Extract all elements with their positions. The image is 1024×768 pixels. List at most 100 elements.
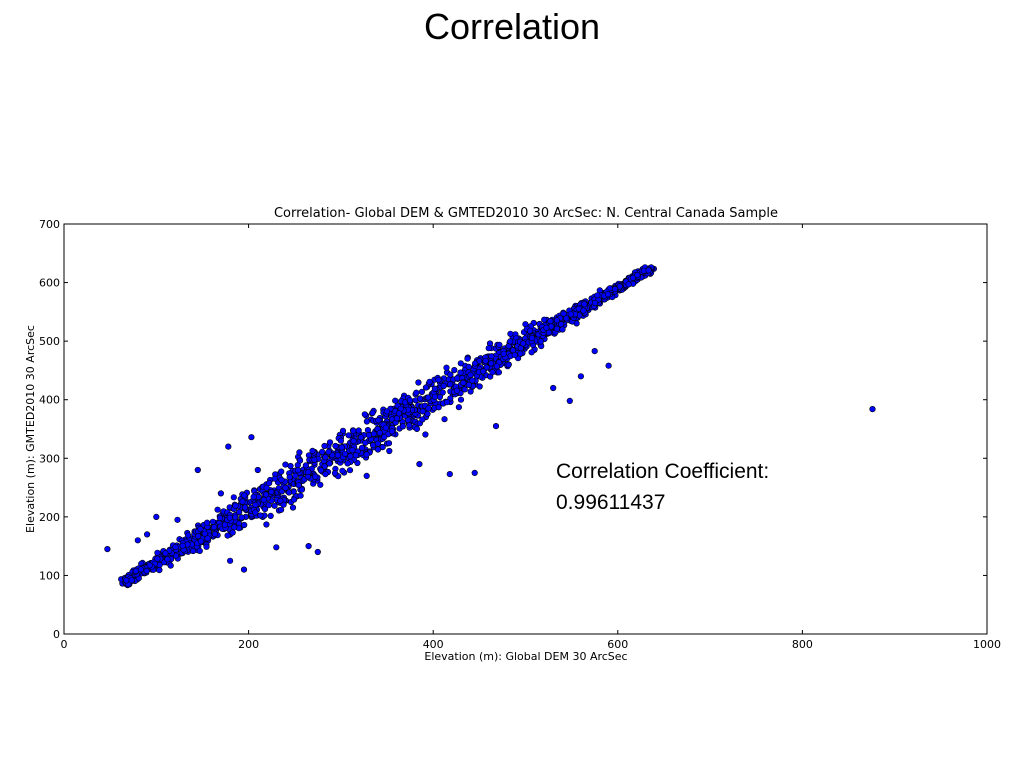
scatter-point bbox=[350, 427, 357, 434]
scatter-point bbox=[363, 472, 370, 480]
scatter-point bbox=[271, 502, 278, 509]
scatter-point bbox=[577, 373, 585, 380]
scatter-point bbox=[268, 488, 275, 496]
correlation-value: 0.99611437 bbox=[556, 491, 666, 514]
scatter-point bbox=[153, 513, 160, 521]
scatter-point bbox=[311, 456, 318, 463]
scatter-point bbox=[471, 469, 478, 477]
scatter-point bbox=[418, 388, 426, 395]
scatter-point bbox=[321, 442, 328, 450]
scatter-point bbox=[232, 514, 239, 521]
y-tick-label: 500 bbox=[39, 335, 60, 348]
scatter-point bbox=[480, 368, 487, 375]
scatter-point bbox=[217, 490, 224, 497]
scatter-point bbox=[457, 360, 464, 367]
scatter-point bbox=[128, 577, 135, 584]
scatter-point bbox=[204, 519, 211, 526]
scatter-point bbox=[488, 360, 495, 367]
x-tick-label: 800 bbox=[792, 638, 813, 651]
scatter-point bbox=[296, 457, 304, 464]
scatter-point bbox=[457, 369, 464, 376]
scatter-point bbox=[174, 516, 181, 523]
scatter-point bbox=[465, 363, 472, 370]
scatter-point bbox=[591, 299, 599, 307]
y-tick-label: 300 bbox=[39, 452, 60, 465]
scatter-point bbox=[416, 395, 424, 402]
scatter-point bbox=[154, 555, 161, 562]
scatter-point bbox=[263, 484, 270, 491]
scatter-point bbox=[446, 471, 453, 478]
scatter-point bbox=[431, 393, 439, 400]
scatter-point bbox=[467, 371, 474, 379]
scatter-point bbox=[454, 375, 461, 382]
scatter-point bbox=[185, 532, 192, 539]
scatter-point bbox=[224, 532, 231, 539]
scatter-point bbox=[322, 471, 329, 478]
scatter-point bbox=[528, 334, 536, 342]
scatter-point bbox=[190, 547, 197, 555]
scatter-point bbox=[537, 338, 544, 345]
scatter-point bbox=[263, 521, 270, 528]
scatter-point bbox=[209, 518, 216, 525]
scatter-point bbox=[441, 416, 448, 423]
scatter-point bbox=[422, 431, 429, 438]
y-tick-label: 400 bbox=[39, 394, 60, 407]
scatter-point bbox=[309, 447, 316, 454]
x-tick-label: 200 bbox=[238, 638, 259, 651]
scatter-point bbox=[241, 492, 248, 499]
scatter-point bbox=[489, 369, 496, 376]
scatter-point bbox=[146, 562, 153, 569]
scatter-point bbox=[240, 566, 248, 573]
scatter-point bbox=[167, 562, 174, 569]
slide-title: Correlation bbox=[423, 6, 601, 47]
scatter-point bbox=[225, 443, 232, 450]
scatter-point bbox=[350, 438, 357, 445]
scatter-point bbox=[464, 355, 471, 362]
scatter-point bbox=[298, 486, 306, 493]
scatter-point bbox=[349, 447, 356, 454]
scatter-point bbox=[252, 501, 259, 509]
scatter-point bbox=[482, 357, 489, 364]
scatter-point bbox=[517, 350, 524, 357]
scatter-point bbox=[196, 547, 203, 555]
scatter-chart: Correlation- Global DEM & GMTED2010 30 A… bbox=[0, 195, 1024, 675]
y-tick-label: 100 bbox=[39, 569, 60, 582]
scatter-point bbox=[455, 404, 463, 411]
scatter-point bbox=[305, 543, 312, 550]
scatter-point bbox=[289, 504, 297, 511]
scatter-point bbox=[143, 567, 150, 575]
scatter-point bbox=[507, 338, 514, 345]
scatter-point bbox=[496, 341, 503, 348]
plot-area-frame bbox=[63, 223, 988, 635]
scatter-point bbox=[278, 476, 285, 484]
scatter-point bbox=[604, 291, 612, 298]
scatter-point bbox=[550, 384, 557, 392]
scatter-point bbox=[197, 538, 204, 545]
scatter-point bbox=[144, 531, 151, 538]
scatter-point bbox=[232, 502, 239, 509]
scatter-point bbox=[567, 311, 574, 318]
scatter-point bbox=[203, 543, 210, 550]
scatter-point bbox=[425, 405, 432, 412]
scatter-point bbox=[164, 556, 171, 563]
scatter-point bbox=[334, 452, 341, 459]
scatter-point bbox=[629, 274, 637, 281]
scatter-point bbox=[395, 410, 403, 417]
scatter-point bbox=[179, 542, 186, 549]
y-tick-label: 600 bbox=[39, 277, 60, 290]
scatter-point bbox=[326, 439, 334, 446]
scatter-point bbox=[285, 489, 293, 496]
scatter-point bbox=[357, 434, 365, 441]
x-axis-label: Elevation (m): Global DEM 30 ArcSec bbox=[424, 650, 627, 663]
scatter-point bbox=[352, 452, 360, 459]
scatter-point bbox=[605, 362, 612, 369]
y-tick-label: 700 bbox=[39, 218, 60, 231]
scatter-point bbox=[389, 428, 396, 435]
scatter-point bbox=[363, 451, 370, 458]
scatter-point bbox=[322, 454, 329, 461]
scatter-point bbox=[154, 549, 161, 556]
scatter-point bbox=[134, 537, 141, 544]
scatter-point bbox=[541, 316, 548, 323]
scatter-point bbox=[250, 493, 257, 500]
scatter-point bbox=[319, 448, 326, 455]
